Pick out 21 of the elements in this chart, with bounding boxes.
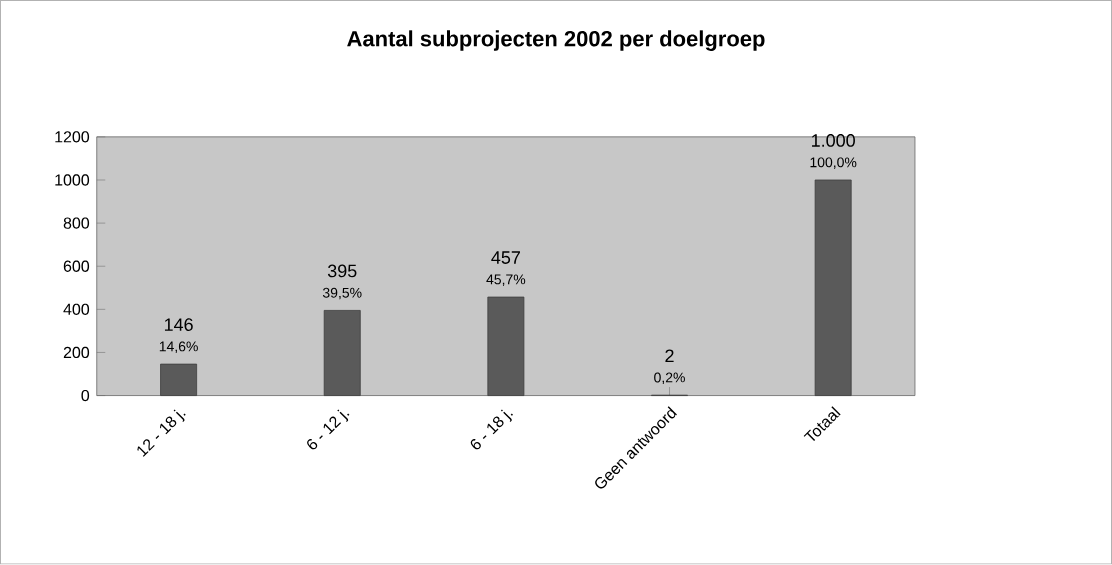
data-label: 2	[665, 349, 674, 363]
annotation: 14,6%	[159, 341, 198, 354]
y-tick-label: 0	[81, 390, 90, 402]
x-tick-label: 6 - 12 j.	[307, 409, 350, 450]
x-tick-label: 6 - 18 j.	[470, 409, 514, 450]
y-tick-label: 800	[63, 217, 90, 229]
annotation: 100,0%	[810, 157, 857, 170]
annotation: 39,5%	[322, 288, 362, 300]
data-label: 146	[164, 318, 193, 332]
data-label: 457	[491, 251, 520, 265]
data-label: 395	[327, 264, 357, 278]
data-label: 1.000	[812, 134, 855, 148]
y-tick-label: 1000	[55, 174, 90, 186]
annotation: 0,2%	[654, 372, 685, 385]
y-tick-label: 1200	[55, 131, 90, 143]
y-tick-label: 200	[63, 347, 90, 359]
chart-title: Aantal subprojecten 2002 per doelgroep	[347, 30, 765, 52]
x-tick-label: 12 - 18 j.	[137, 409, 186, 458]
y-tick-label: 400	[63, 303, 90, 316]
y-tick-label: 600	[63, 260, 90, 273]
annotation: 45,7%	[486, 274, 526, 287]
